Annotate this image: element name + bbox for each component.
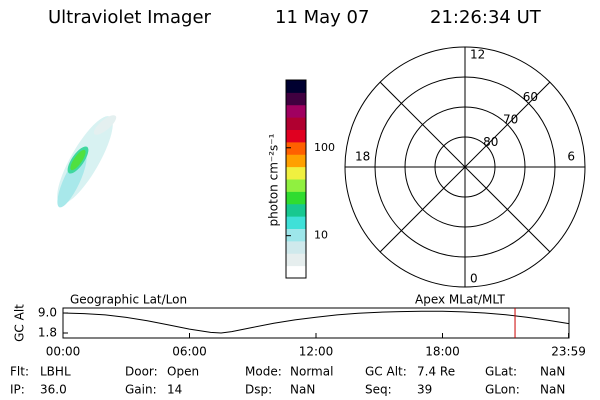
color-step (286, 166, 306, 180)
field-label: IP: (10, 383, 25, 397)
auroral-image (57, 115, 117, 208)
date: 11 May 07 (275, 7, 369, 28)
angle-label: 12 (470, 48, 485, 62)
field-value: LBHL (40, 365, 71, 379)
time: 21:26:34 UT (430, 7, 542, 28)
field-label: GLat: (485, 365, 517, 379)
field-label: Flt: (10, 365, 29, 379)
color-step (286, 265, 306, 279)
angle-label: 6 (567, 150, 575, 164)
ring (404, 106, 526, 228)
field-label: Mode: (245, 365, 282, 379)
x-tick-label: 00:00 (46, 345, 81, 359)
instrument: Ultraviolet Imager (48, 7, 212, 28)
tick-label: 10 (314, 229, 328, 242)
field-value: Normal (290, 365, 333, 379)
ring-label: 70 (503, 113, 518, 127)
color-step (286, 216, 306, 229)
color-step (286, 179, 306, 192)
plot-title-right: Apex MLat/MLT (415, 293, 505, 307)
color-step (286, 141, 306, 155)
color-step (286, 117, 306, 130)
y-tick-label: 9.0 (38, 306, 57, 320)
y-axis-label: GC Alt (13, 304, 27, 342)
status-panel: Flt: LBHL Door: Open Mode: Normal GC Alt: 7.4 R… (10, 365, 565, 397)
field-value: 14 (167, 383, 182, 397)
field-value: 7.4 Re (417, 365, 455, 379)
color-step (286, 228, 306, 242)
field-label: Seq: (365, 383, 392, 397)
field-label: GLon: (485, 383, 520, 397)
angle-label: 18 (355, 150, 370, 164)
ring-label: 60 (523, 90, 538, 104)
color-step (286, 203, 306, 217)
field-value: 39 (417, 383, 432, 397)
color-step (286, 154, 306, 168)
x-tick-label: 23:59 (551, 345, 586, 359)
color-step (286, 191, 306, 205)
colorbar: 10 100 photon cm⁻²s⁻¹ (267, 79, 335, 279)
angle-label: 0 (470, 272, 478, 286)
field-label: GC Alt: (365, 365, 407, 379)
altitude-plot: Geographic Lat/Lon Apex MLat/MLT GC Alt 1.8… (13, 293, 586, 359)
color-step (286, 129, 306, 143)
field-value: NaN (540, 365, 565, 379)
field-value: NaN (540, 383, 565, 397)
field-label: Dsp: (245, 383, 272, 397)
plot-title-left: Geographic Lat/Lon (70, 293, 187, 307)
color-step (286, 240, 306, 254)
field-label: Gain: (125, 383, 157, 397)
field-value: NaN (290, 383, 315, 397)
ring (374, 76, 556, 258)
colorbar-frame (285, 79, 307, 279)
field-value: Open (167, 365, 199, 379)
ring-label: 80 (483, 135, 498, 149)
ring (434, 136, 496, 198)
x-tick-label: 06:00 (172, 345, 207, 359)
field-value: 36.0 (40, 383, 67, 397)
tick-label: 100 (314, 141, 335, 154)
y-tick-label: 1.8 (38, 326, 57, 340)
color-step (286, 80, 306, 93)
color-step (286, 92, 306, 106)
altitude-line (62, 310, 570, 334)
x-tick-label: 18:00 (425, 345, 460, 359)
x-tick-label: 12:00 (299, 345, 334, 359)
color-step (286, 104, 306, 118)
field-label: Door: (125, 365, 158, 379)
color-step (286, 253, 306, 267)
colorbar-label: photon cm⁻²s⁻¹ (267, 133, 281, 226)
